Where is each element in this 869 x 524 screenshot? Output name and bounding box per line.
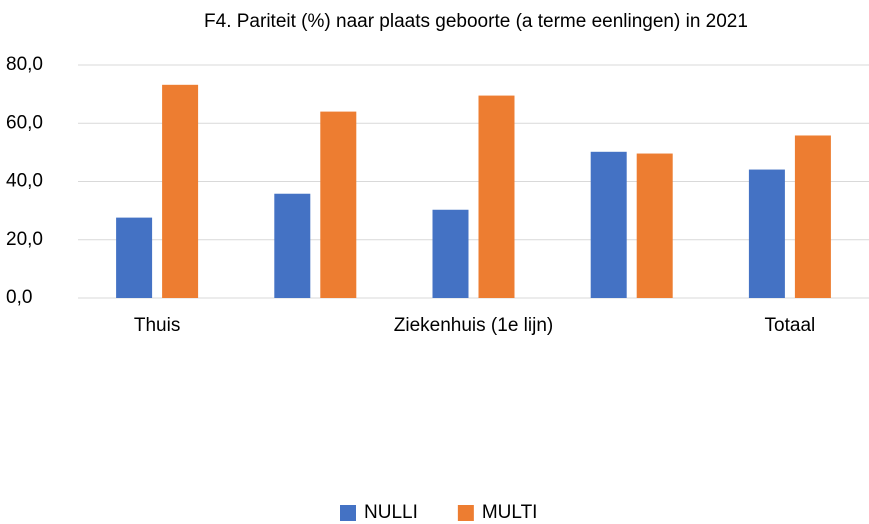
y-tick-label: 80,0 xyxy=(6,54,43,75)
y-tick-label: 20,0 xyxy=(6,229,43,250)
legend-swatch xyxy=(457,505,474,521)
bar xyxy=(274,193,311,298)
legend-swatch xyxy=(340,505,356,521)
bar xyxy=(748,169,785,298)
bar xyxy=(590,151,627,298)
x-tick-label: Totaal xyxy=(765,315,816,336)
bar xyxy=(478,95,515,298)
y-tick-label: 60,0 xyxy=(6,112,43,133)
chart-title: F4. Pariteit (%) naar plaats geboorte (a… xyxy=(204,11,748,32)
x-tick-label: Thuis xyxy=(134,315,180,336)
y-tick-label: 40,0 xyxy=(6,171,43,192)
bar xyxy=(320,111,357,298)
legend-label: MULTI xyxy=(482,502,538,523)
bar xyxy=(162,84,199,299)
y-tick-label: 0,0 xyxy=(6,287,32,308)
bar xyxy=(636,153,673,298)
bar xyxy=(794,135,831,298)
legend-label: NULLI xyxy=(364,502,418,523)
bar xyxy=(116,217,153,298)
x-tick-label: Ziekenhuis (1e lijn) xyxy=(394,315,553,336)
bar xyxy=(432,209,469,298)
